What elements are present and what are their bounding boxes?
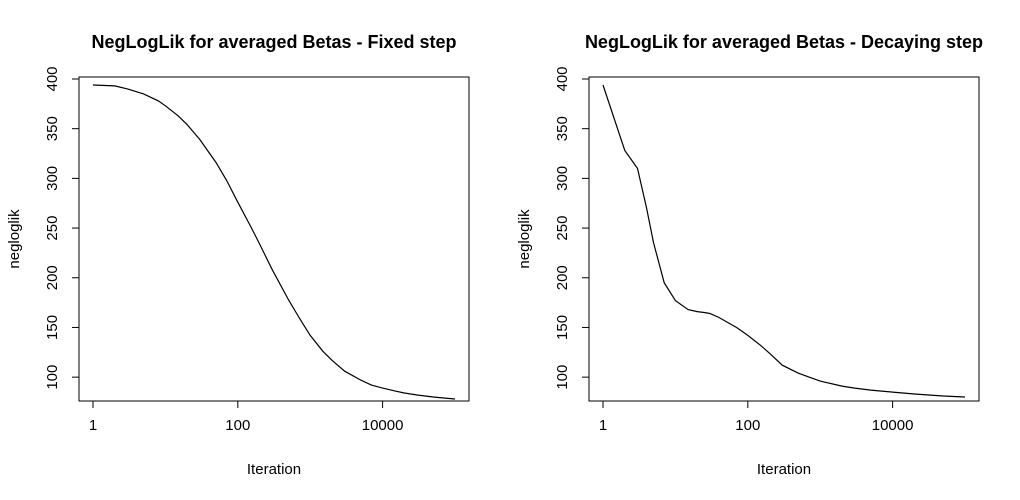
y-tick-label: 300 xyxy=(44,166,61,191)
panel-decaying-step: NegLogLik for averaged Betas - Decaying … xyxy=(516,32,983,478)
x-tick-label: 1 xyxy=(599,417,607,434)
x-tick-label: 1 xyxy=(89,417,97,434)
x-tick-label: 10000 xyxy=(362,417,404,434)
y-axis-label: negloglik xyxy=(6,209,23,269)
x-axis-label: Iteration xyxy=(247,461,301,478)
y-tick-label: 100 xyxy=(44,365,61,390)
y-axis: 100 150 200 250 300 350 400 xyxy=(554,66,590,390)
plot-frame xyxy=(78,76,470,402)
series-layer xyxy=(92,84,456,400)
y-tick-label: 150 xyxy=(44,315,61,340)
x-axis: 1 100 10000 xyxy=(89,400,404,434)
x-tick-label: 100 xyxy=(735,417,760,434)
y-tick-label: 300 xyxy=(554,166,571,191)
y-tick-label: 250 xyxy=(554,216,571,241)
y-tick-label: 100 xyxy=(554,365,571,390)
y-axis-label: negloglik xyxy=(516,209,533,269)
y-tick-label: 200 xyxy=(554,265,571,290)
y-tick-label: 250 xyxy=(44,216,61,241)
series-layer xyxy=(602,84,966,398)
panel-fixed-step: NegLogLik for averaged Betas - Fixed ste… xyxy=(6,32,470,478)
y-tick-label: 150 xyxy=(554,315,571,340)
x-axis: 1 100 10000 xyxy=(599,400,914,434)
y-axis: 100 150 200 250 300 350 400 xyxy=(44,66,80,390)
chart-title: NegLogLik for averaged Betas - Decaying … xyxy=(585,32,983,52)
series-line xyxy=(92,84,456,400)
chart-title: NegLogLik for averaged Betas - Fixed ste… xyxy=(91,32,456,52)
plot-frame xyxy=(588,76,980,402)
x-tick-label: 100 xyxy=(225,417,250,434)
x-axis-label: Iteration xyxy=(757,461,811,478)
y-tick-label: 350 xyxy=(554,116,571,141)
x-tick-label: 10000 xyxy=(872,417,914,434)
y-tick-label: 400 xyxy=(44,66,61,91)
y-tick-label: 400 xyxy=(554,66,571,91)
series-line xyxy=(602,84,966,398)
y-tick-label: 350 xyxy=(44,116,61,141)
y-tick-label: 200 xyxy=(44,265,61,290)
